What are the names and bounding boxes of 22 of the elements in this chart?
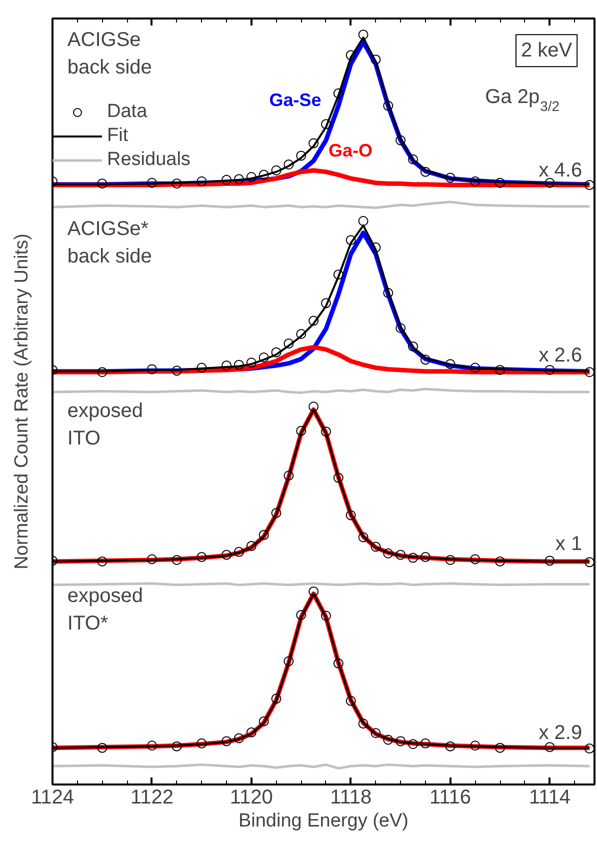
annotation: exposed ITO (67, 400, 144, 450)
annotation: x 4.6 (538, 159, 582, 182)
x-tick-label: 1122 (130, 786, 174, 808)
x-axis-title: Binding Energy (eV) (238, 810, 409, 832)
x-tick-label: 1116 (430, 786, 472, 808)
x-tick-label: 1120 (230, 786, 273, 808)
x-tick-label: 1114 (528, 786, 571, 808)
annotation: exposed ITO* (67, 584, 144, 634)
legend-label: Fit (107, 124, 128, 148)
annotation: 2 keV (520, 40, 573, 62)
annotation: x 1 (555, 532, 582, 555)
legend-label: Residuals (107, 148, 190, 172)
y-axis-title: Normalized Count Rate (Arbitrary Units) (12, 234, 32, 570)
annotation: x 2.9 (538, 722, 582, 744)
series-label: Ga-Se (269, 90, 322, 110)
annotation: ACIGSe* back side (67, 218, 152, 268)
annotation: ACIGSe back side (67, 28, 152, 78)
x-tick-label: 1124 (30, 786, 74, 808)
x-tick-label: 1118 (330, 786, 372, 808)
annotation: x 2.6 (538, 344, 582, 366)
legend-label: Data (107, 100, 148, 124)
series-label: Ga-O (328, 140, 373, 160)
